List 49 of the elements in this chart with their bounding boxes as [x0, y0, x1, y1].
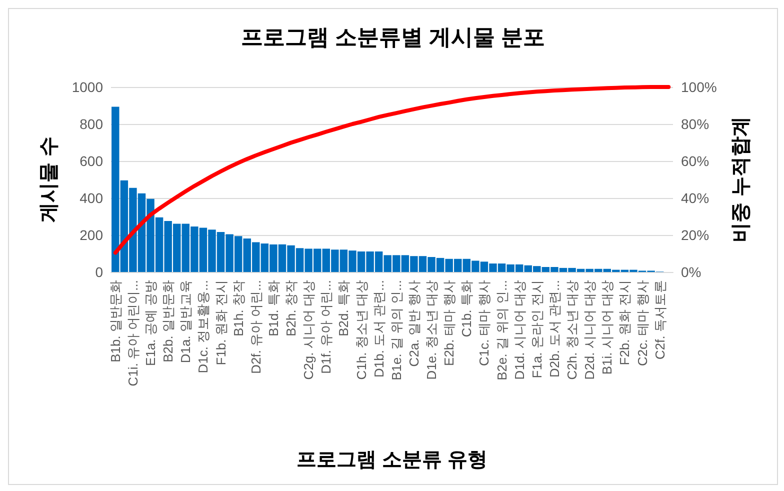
x-tick-label: F1b. 원화 전시: [213, 280, 228, 366]
y-axis-title: 게시물 수: [38, 136, 60, 222]
x-tick-label: B2b. 일반문화: [160, 280, 176, 362]
x-tick-label: F2b. 원화 전시: [617, 280, 632, 366]
y-tick-label: 1000: [72, 79, 104, 95]
x-tick-label: C1b. 특화: [459, 280, 474, 338]
x-tick-label: D1c. 정보활용...: [196, 280, 211, 374]
x-tick-label: F1a. 온라인 전시: [529, 280, 544, 378]
x-tick-label: D2d. 시니어 대상: [582, 280, 598, 380]
x-tick-label: C2f. 독서토론: [652, 280, 668, 360]
x-axis-title: 프로그램 소분류 유형: [296, 449, 488, 471]
x-tick-label: D2f. 유아 어린...: [248, 280, 264, 374]
y-tick-label: 0: [95, 264, 104, 280]
x-tick-label: D1d. 시니어 대상: [512, 280, 527, 380]
y2-tick-label: 40%: [681, 190, 710, 206]
chart-title: 프로그램 소분류별 게시물 분포: [240, 24, 546, 50]
y-tick-label: 200: [80, 227, 104, 243]
x-tick-label: C2c. 테마 행사: [634, 280, 650, 366]
y2-tick-label: 60%: [681, 153, 710, 169]
x-tick-label: D1b. 도서 관련...: [371, 280, 386, 378]
y2-tick-label: 80%: [681, 116, 710, 132]
line-series: [113, 85, 671, 255]
x-tick-label: B2e. 길 위의 인...: [494, 280, 510, 380]
x-tick-label: C2g. 시니어 대상: [301, 280, 316, 380]
y-tick-label: 400: [80, 190, 104, 206]
y2-tick-label: 0%: [681, 264, 702, 280]
x-tick-label: D2b. 도서 관련...: [546, 280, 562, 378]
x-tick-label: B1i. 시니어 대상: [600, 280, 615, 375]
x-tick-label: C1c. 테마 행사: [476, 280, 492, 366]
x-tick-label: B2d. 특화: [336, 280, 352, 336]
x-tick-label: E2b. 테마 행사: [442, 280, 457, 366]
y-tick-label: 600: [80, 153, 104, 169]
y-tick-label: 800: [80, 116, 104, 132]
y2-tick-label: 20%: [681, 227, 710, 243]
x-tick-label: B1e. 길 위의 인...: [388, 280, 404, 380]
x-tick-label: E1a. 공예 공방: [143, 280, 158, 366]
x-tick-label: C1h. 청소년 대상: [354, 280, 369, 380]
x-tick-label: D1f. 유아 어린...: [318, 280, 334, 374]
x-tick-label: B1b. 일반문화: [108, 280, 123, 362]
x-tick-label: B2h. 창작: [284, 280, 299, 336]
x-tick-label: D1a. 일반교육: [178, 280, 194, 364]
x-tick-label: C1i. 유아 어린이...: [125, 280, 140, 386]
x-tick-label: C2a. 일반 행사: [406, 280, 422, 367]
x-tick-label: D1e. 청소년 대상: [424, 280, 440, 380]
y2-tick-label: 100%: [681, 79, 717, 95]
x-tick-label: C2h. 청소년 대상: [564, 280, 580, 380]
y2-axis-title: 비중 누적합계: [730, 116, 752, 242]
x-tick-label: B1h. 창작: [230, 280, 246, 336]
x-tick-label: B1d. 특화: [266, 280, 281, 336]
